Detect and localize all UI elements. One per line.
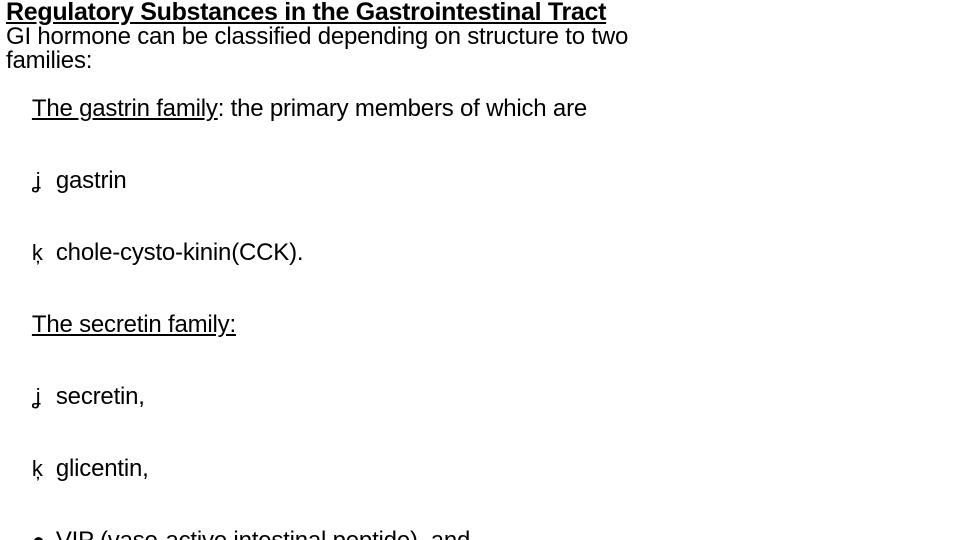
bullet-icon: ķ <box>32 458 56 480</box>
bullet-icon: ʝ <box>32 170 56 192</box>
secretin-item-3: ●VIP (vaso-active intestinal peptide), a… <box>6 505 954 540</box>
secretin-item-2-text: glicentin, <box>56 455 149 482</box>
gastrin-item-1-text: gastrin <box>56 167 127 194</box>
secretin-family-label: The secretin family: <box>32 311 236 338</box>
secretin-item-1: ʝsecretin, <box>6 361 954 433</box>
secretin-family-heading: The secretin family: <box>6 289 954 361</box>
gastrin-item-2: ķchole-cysto-kinin(CCK). <box>6 217 954 289</box>
gastrin-item-1: ʝgastrin <box>6 145 954 217</box>
gastrin-family-rest: : the primary members of which are <box>218 95 587 122</box>
bullet-icon: ● <box>32 530 56 540</box>
bullet-icon: ʝ <box>32 386 56 408</box>
secretin-item-1-text: secretin, <box>56 383 145 410</box>
gastrin-family-heading: The gastrin family: the primary members … <box>6 73 954 145</box>
gastrin-family-label: The gastrin family <box>32 95 218 122</box>
page-title: Regulatory Substances in the Gastrointes… <box>6 0 954 25</box>
intro-line-2: families: <box>6 49 954 73</box>
intro-line-1: GI hormone can be classified depending o… <box>6 25 954 49</box>
bullet-icon: ķ <box>32 242 56 264</box>
secretin-item-2: ķglicentin, <box>6 433 954 505</box>
secretin-item-3-text: VIP (vaso-active intestinal peptide), an… <box>56 527 470 540</box>
document-page: Regulatory Substances in the Gastrointes… <box>0 0 960 540</box>
gastrin-item-2-text: chole-cysto-kinin(CCK). <box>56 239 303 266</box>
